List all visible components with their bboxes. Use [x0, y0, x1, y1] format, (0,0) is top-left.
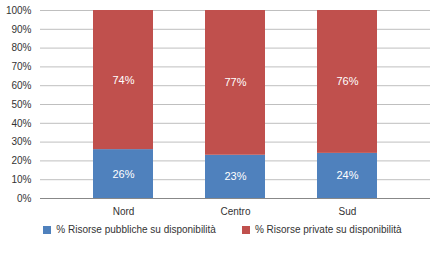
svg-text:10%: 10%	[11, 174, 31, 185]
svg-text:77%: 77%	[224, 76, 246, 88]
svg-text:40%: 40%	[11, 118, 31, 129]
svg-text:26%: 26%	[112, 168, 134, 180]
svg-text:Nord: Nord	[113, 206, 135, 217]
svg-text:70%: 70%	[11, 61, 31, 72]
svg-text:74%: 74%	[112, 74, 134, 86]
svg-text:80%: 80%	[11, 42, 31, 53]
svg-text:30%: 30%	[11, 136, 31, 147]
svg-text:0%: 0%	[17, 193, 32, 204]
svg-text:24%: 24%	[336, 169, 358, 181]
svg-text:50%: 50%	[11, 99, 31, 110]
html-text:% Risorse pubbliche su disponi: % Risorse pubbliche su disponibilità	[56, 224, 216, 235]
svg-text:23%: 23%	[224, 170, 246, 182]
svg-text:60%: 60%	[11, 80, 31, 91]
html-text:% Risorse private su disponibi: % Risorse private su disponibilità	[254, 224, 402, 235]
svg-text:20%: 20%	[11, 155, 31, 166]
svg-text:76%: 76%	[336, 75, 358, 87]
svg-text:90%: 90%	[11, 24, 31, 35]
svg-text:Centro: Centro	[220, 206, 250, 217]
svg-text:Sud: Sud	[339, 206, 357, 217]
svg-text:100%: 100%	[6, 5, 32, 16]
